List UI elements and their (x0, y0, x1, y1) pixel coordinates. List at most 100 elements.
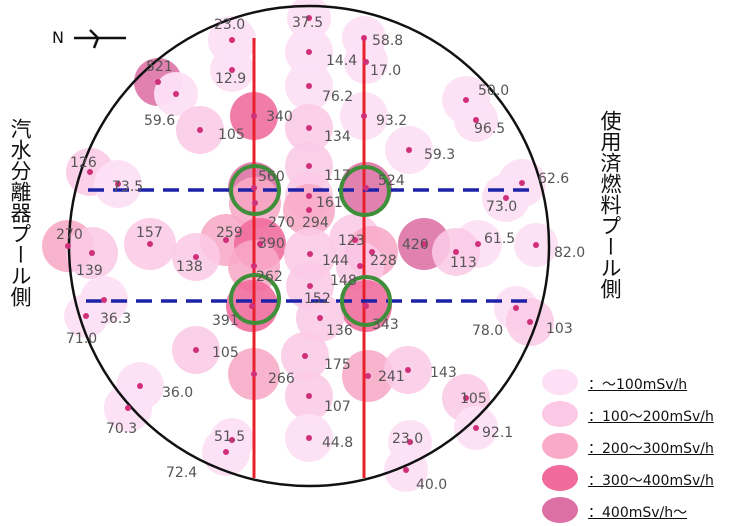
dose-value-label: 148 (330, 273, 357, 289)
dose-value-label: 70.3 (106, 421, 137, 437)
measurement-point (361, 113, 367, 119)
measurement-point (369, 249, 375, 255)
measurement-point (403, 467, 409, 473)
dose-value-label: 12.9 (215, 71, 246, 87)
green-ring (229, 164, 281, 216)
legend-swatch (542, 465, 578, 491)
right-side-label: 使用済燃料プール側 (598, 110, 622, 299)
dose-value-label: 36.3 (100, 311, 131, 327)
measurement-point (249, 303, 255, 309)
measurement-point (257, 241, 263, 247)
measurement-point (306, 435, 312, 441)
dose-value-label: 37.5 (292, 15, 323, 31)
measurement-point (173, 91, 179, 97)
dose-map: 23.0 37.5 58.8 14.4 17.0 12.9 521 59.6 76.2 50.0 9… (42, 0, 585, 493)
dose-value-label: 117 (324, 168, 351, 184)
dose-value-label: 143 (430, 365, 457, 381)
legend-label: ：100～200mSv/h (588, 409, 714, 425)
measurement-point (527, 319, 533, 325)
dose-value-label: 51.5 (214, 429, 245, 445)
measurement-point (306, 15, 312, 21)
dose-value-label: 82.0 (554, 245, 585, 261)
green-ring (229, 273, 281, 325)
dose-value-label: 560 (258, 169, 285, 185)
legend-label: ：～100mSv/h (588, 377, 688, 393)
dose-value-label: 139 (76, 263, 103, 279)
measurement-point (147, 241, 153, 247)
dose-value-label: 152 (304, 291, 331, 307)
measurement-point (251, 263, 257, 269)
measurement-point (65, 243, 71, 249)
measurement-point (307, 283, 313, 289)
legend-item: ：400mSv/h～ (542, 494, 730, 526)
legend-item: ：～100mSv/h (542, 366, 730, 398)
measurement-point (155, 79, 161, 85)
measurement-point (363, 59, 369, 65)
dose-value-label: 294 (302, 215, 329, 231)
measurement-point (503, 195, 509, 201)
measurement-point (473, 117, 479, 123)
measurement-point (352, 237, 358, 243)
dose-value-label: 391 (212, 313, 239, 329)
dose-value-label: 50.0 (478, 83, 509, 99)
measurement-point (306, 125, 312, 131)
dose-value-label: 123 (338, 233, 365, 249)
red-rails (252, 38, 366, 478)
measurement-point (89, 250, 95, 256)
dose-value-label: 72.4 (166, 465, 197, 481)
dose-value-label: 107 (324, 399, 351, 415)
dose-value-label: 262 (256, 269, 283, 285)
dose-value-label: 78.0 (472, 323, 503, 339)
measurement-point (306, 49, 312, 55)
dose-value-label: 59.3 (424, 147, 455, 163)
dose-value-label: 521 (146, 59, 173, 75)
dose-value-label: 93.2 (376, 113, 407, 129)
dose-value-label: 228 (370, 253, 397, 269)
measurement-point (197, 127, 203, 133)
dose-value-label: 343 (372, 317, 399, 333)
measurement-point (421, 241, 427, 247)
dose-value-label: 157 (136, 225, 163, 241)
measurement-point (101, 297, 107, 303)
measurement-point (307, 251, 313, 257)
measurement-point (87, 169, 93, 175)
dose-value-label: 62.6 (538, 171, 569, 187)
blue-dashed-lines (86, 188, 536, 303)
dose-value-label: 138 (176, 259, 203, 275)
dose-value-label: 136 (326, 323, 353, 339)
dose-value-label: 61.5 (484, 231, 515, 247)
measurement-point (475, 241, 481, 247)
legend-label: ：300～400mSv/h (588, 473, 714, 489)
dose-value-label: 23.0 (214, 17, 245, 33)
dose-value-label: 390 (258, 236, 285, 252)
dose-value-label: 59.6 (144, 113, 175, 129)
dose-value-label: 113 (450, 255, 477, 271)
measurement-point (137, 383, 143, 389)
dose-value-label: 58.8 (372, 33, 403, 49)
measurement-point (365, 373, 371, 379)
measurement-point (115, 181, 121, 187)
measurement-point (361, 35, 367, 41)
dose-value-label: 126 (70, 155, 97, 171)
measurement-point (193, 254, 199, 260)
measurement-points-layer (65, 15, 539, 473)
dose-value-label: 259 (216, 225, 243, 241)
measurement-point (406, 147, 412, 153)
measurement-point (363, 185, 369, 191)
dose-value-label: 14.4 (326, 53, 357, 69)
measurement-point (533, 242, 539, 248)
measurement-point (463, 97, 469, 103)
measurement-point (306, 163, 312, 169)
measurement-point (405, 367, 411, 373)
green-ring (339, 165, 391, 217)
dose-value-label: 420 (402, 237, 429, 253)
north-label: N (52, 28, 64, 47)
legend-label: ：200～300mSv/h (588, 441, 714, 457)
dose-value-label: 266 (268, 371, 295, 387)
legend: ：～100mSv/h ：100～200mSv/h ：200～300mSv/h ：… (542, 366, 730, 526)
dose-value-label: 17.0 (370, 63, 401, 79)
dose-value-label: 73.5 (112, 179, 143, 195)
dose-value-label: 44.8 (322, 435, 353, 451)
legend-label: ：400mSv/h～ (588, 505, 688, 521)
measurement-point (306, 207, 312, 213)
